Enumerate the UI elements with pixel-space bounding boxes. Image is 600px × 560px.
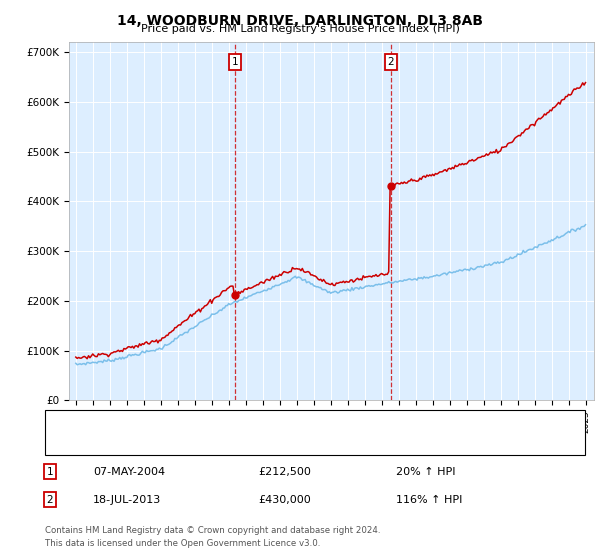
- Text: £212,500: £212,500: [258, 466, 311, 477]
- Text: 07-MAY-2004: 07-MAY-2004: [93, 466, 165, 477]
- Text: 14, WOODBURN DRIVE, DARLINGTON, DL3 8AB: 14, WOODBURN DRIVE, DARLINGTON, DL3 8AB: [117, 14, 483, 28]
- Text: Contains HM Land Registry data © Crown copyright and database right 2024.: Contains HM Land Registry data © Crown c…: [45, 526, 380, 535]
- Text: ——: ——: [54, 436, 82, 449]
- Text: 20% ↑ HPI: 20% ↑ HPI: [396, 466, 455, 477]
- Text: £430,000: £430,000: [258, 494, 311, 505]
- Text: This data is licensed under the Open Government Licence v3.0.: This data is licensed under the Open Gov…: [45, 539, 320, 548]
- Text: ——: ——: [54, 413, 82, 427]
- Text: 1: 1: [232, 57, 238, 67]
- Text: 2: 2: [388, 57, 394, 67]
- Text: 14, WOODBURN DRIVE, DARLINGTON, DL3 8AB (detached house): 14, WOODBURN DRIVE, DARLINGTON, DL3 8AB …: [84, 415, 424, 425]
- Text: 2: 2: [46, 494, 53, 505]
- Text: 1: 1: [46, 466, 53, 477]
- Text: HPI: Average price, detached house, Darlington: HPI: Average price, detached house, Darl…: [84, 437, 332, 447]
- Text: Price paid vs. HM Land Registry's House Price Index (HPI): Price paid vs. HM Land Registry's House …: [140, 24, 460, 34]
- Text: 18-JUL-2013: 18-JUL-2013: [93, 494, 161, 505]
- Text: 116% ↑ HPI: 116% ↑ HPI: [396, 494, 463, 505]
